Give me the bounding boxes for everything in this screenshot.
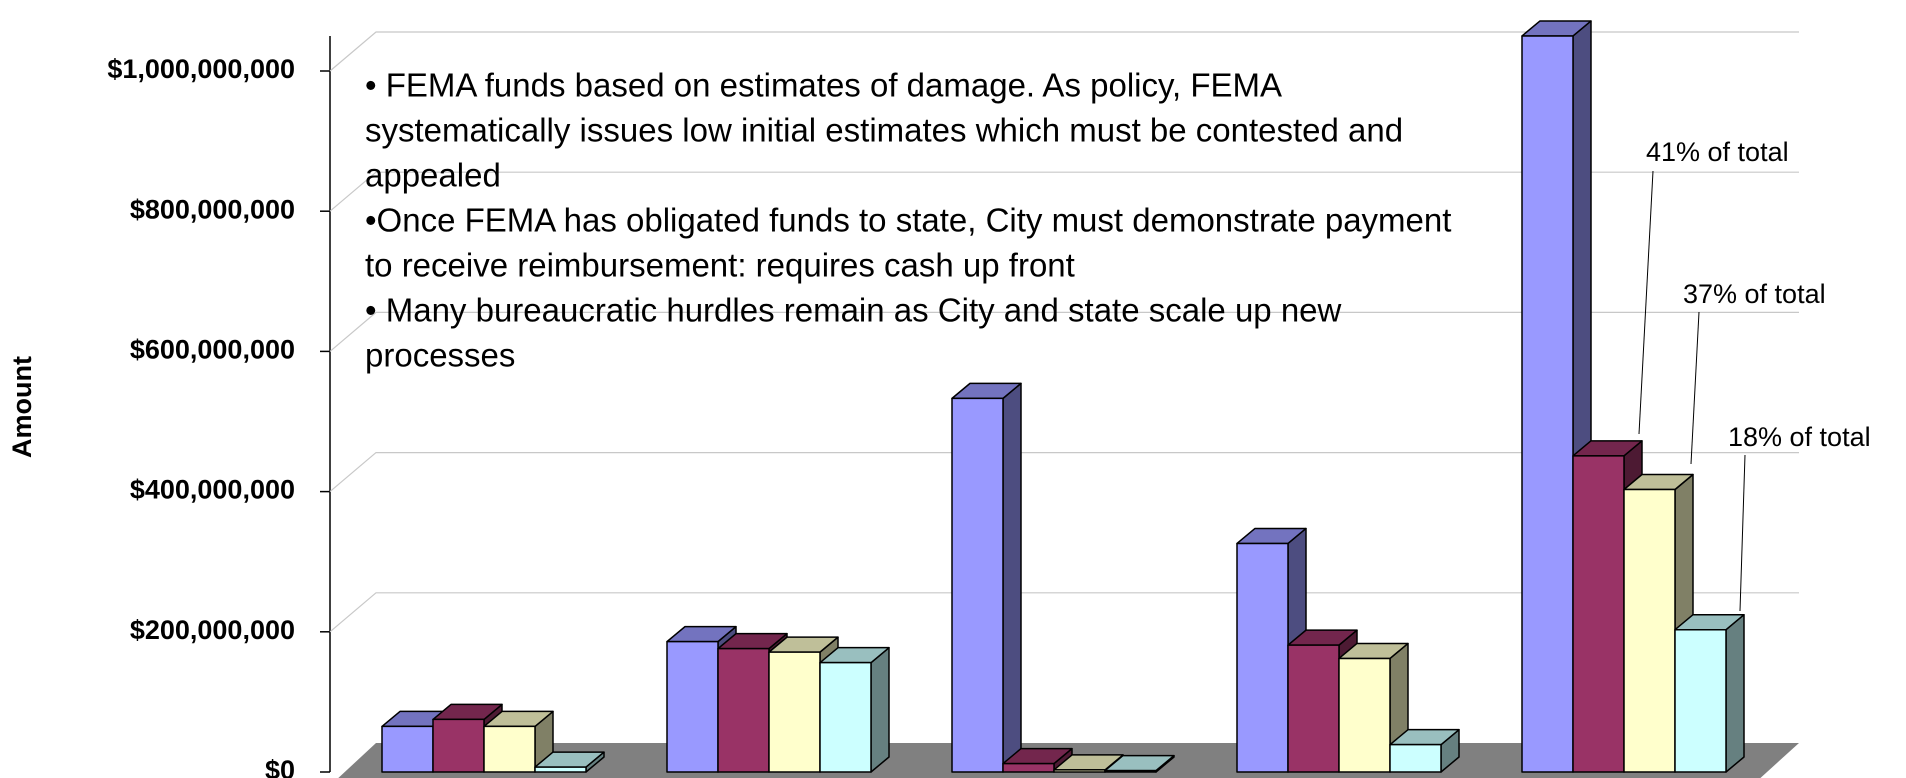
leader-line — [1690, 311, 1700, 465]
bar-side — [1725, 613, 1745, 773]
bar-front — [768, 651, 821, 773]
grid-line — [329, 171, 1799, 212]
bar-side — [1002, 382, 1022, 773]
note-line: processes — [365, 337, 515, 374]
annotation: 37% of total — [1683, 279, 1826, 309]
bar — [951, 382, 1022, 773]
bar-front — [483, 725, 536, 773]
y-tick-label: $1,000,000,000 — [107, 54, 295, 84]
bar — [1002, 747, 1073, 773]
y-axis-label: Amount — [7, 356, 37, 458]
bar — [1104, 754, 1175, 773]
bar — [1389, 728, 1460, 773]
y-tick-label: $200,000,000 — [130, 615, 295, 645]
note-line: to receive reimbursement: requires cash … — [365, 247, 1075, 284]
bar — [534, 751, 605, 773]
bar — [819, 646, 890, 773]
note-line: appealed — [365, 157, 501, 194]
bar — [1674, 613, 1745, 773]
y-tick-label: $0 — [265, 755, 295, 778]
note-line: • Many bureaucratic hurdles remain as Ci… — [365, 292, 1342, 329]
bar-front — [1389, 743, 1442, 773]
bar-front — [1674, 628, 1727, 773]
bar-front — [1002, 762, 1055, 773]
bar-front — [666, 640, 719, 773]
grid-line — [329, 592, 1799, 633]
note-line: • FEMA funds based on estimates of damag… — [365, 67, 1282, 104]
bar-front — [1053, 769, 1106, 773]
bar-front — [534, 766, 587, 773]
bar-front — [1236, 542, 1289, 773]
annotation: 41% of total — [1646, 137, 1789, 167]
bar-front — [951, 397, 1004, 773]
grid-line — [329, 311, 1799, 352]
bar-front — [717, 647, 770, 773]
bar-side — [870, 646, 890, 773]
bar-front — [1287, 644, 1340, 773]
bar-front — [819, 661, 872, 773]
note-line: systematically issues low initial estima… — [365, 112, 1403, 149]
grid-line — [329, 31, 1799, 72]
y-tick-label: $400,000,000 — [130, 475, 295, 505]
annotation: 18% of total — [1728, 422, 1871, 452]
leader-line — [1739, 454, 1746, 612]
bar-front — [381, 725, 434, 773]
y-tick-label: $800,000,000 — [130, 194, 295, 224]
bar-front — [1623, 488, 1676, 773]
bar-front — [1104, 769, 1157, 773]
y-tick-label: $600,000,000 — [130, 335, 295, 365]
bar — [1338, 642, 1409, 773]
note-line: •Once FEMA has obligated funds to state,… — [365, 202, 1451, 239]
bar-front — [1521, 35, 1574, 773]
grid-line — [329, 452, 1799, 493]
bar-front — [1338, 657, 1391, 773]
bar-front — [432, 718, 485, 773]
bar-front — [1572, 455, 1625, 773]
bar — [483, 710, 554, 773]
leader-line — [1638, 170, 1654, 435]
